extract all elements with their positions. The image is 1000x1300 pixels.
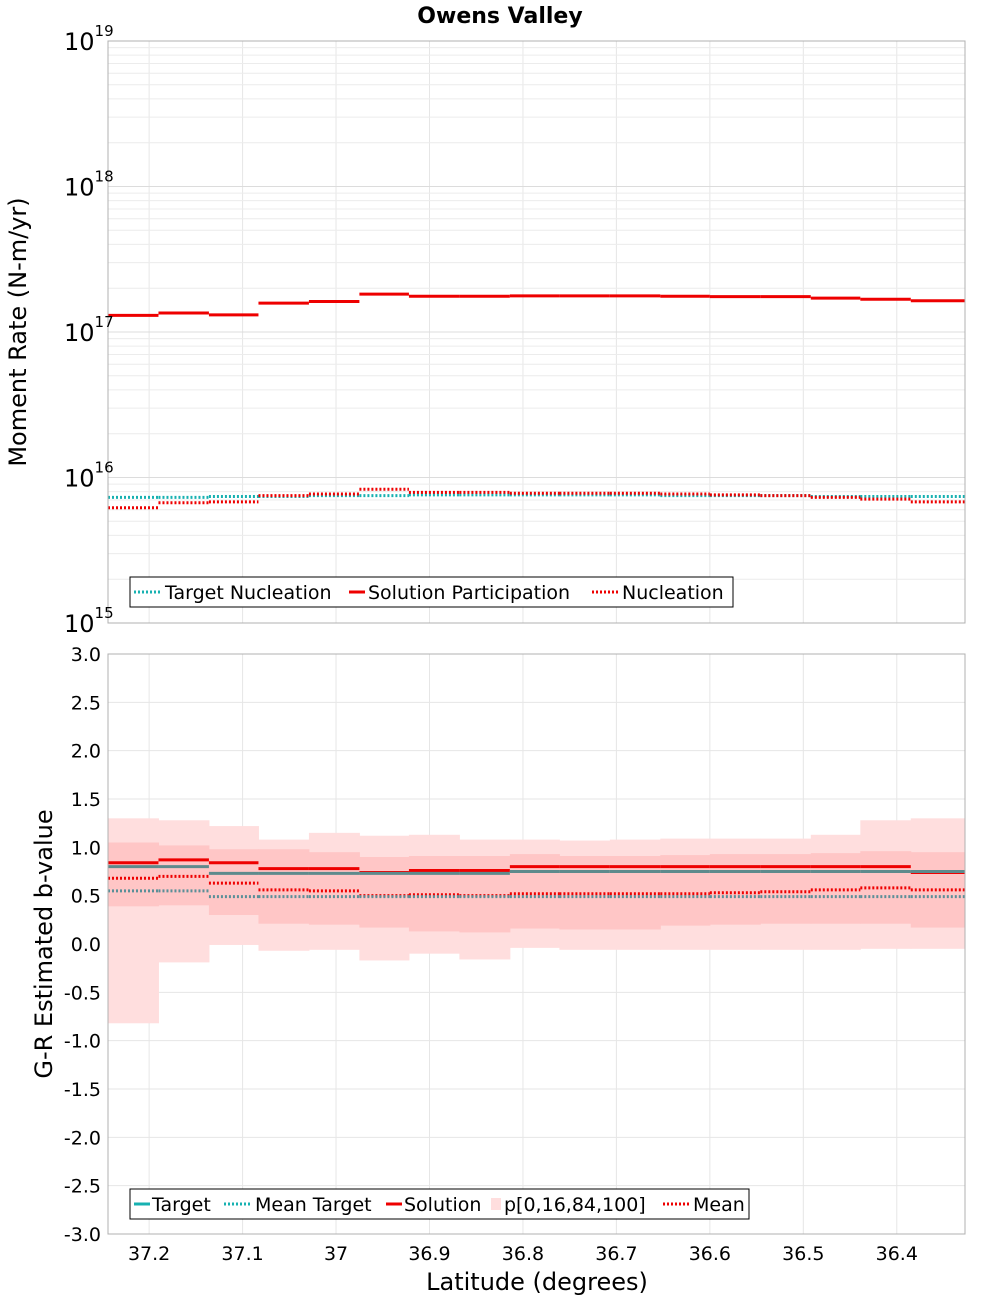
band-inner-segment [709,854,761,925]
x-tick-label: 37 [324,1243,348,1265]
y-tick-label: 0.5 [71,886,101,908]
legend: Target Mean Target Solution p[0,16,84,100] M… [129,1188,750,1220]
x-tick-label: 37.1 [221,1243,263,1265]
legend-label: Mean Target [255,1194,372,1216]
plot-frame [107,653,966,1235]
y-tick-label: 0.0 [71,934,101,956]
x-tick-label: 36.7 [595,1243,637,1265]
y-tick-label: -2.5 [64,1176,101,1198]
y-tick-label: 1017 [64,313,114,347]
x-tick-label: 36.8 [502,1243,544,1265]
band-inner-segment [108,842,159,907]
moment-rate-chart: 1015 1016 1017 1018 1019 Owens Valley Moment R… [4,4,966,638]
y-tick-label: -1.0 [64,1031,101,1053]
y-axis-label: Moment Rate (N-m/yr) [4,197,32,466]
band-inner-segment [308,852,360,925]
band-inner-segment [760,854,812,924]
legend-label: Target Nucleation [164,582,332,604]
y-tick-label: 1018 [64,168,114,202]
legend-swatch [491,1198,501,1210]
legend-label: p[0,16,84,100] [504,1194,646,1216]
x-axis-label: Latitude (degrees) [426,1268,648,1296]
legend-label: Mean [693,1194,745,1216]
legend-label: Nucleation [622,582,724,604]
b-value-chart: 3.0 2.5 2.0 1.5 1.0 0.5 0.0 -0.5 -1.0 -1.5 -2.0 -2.… [30,644,966,1296]
x-tick-label: 36.6 [689,1243,731,1265]
y-tick-label: 1.5 [71,789,101,811]
x-tick-label: 37.2 [128,1243,170,1265]
y-tick-label: -2.0 [64,1127,101,1149]
y-tick-label: 2.5 [71,692,101,714]
x-tick-label: 36.9 [408,1243,450,1265]
y-tick-label: -0.5 [64,982,101,1004]
y-axis-label: G-R Estimated b-value [30,809,58,1078]
band-inner-segment [258,849,310,924]
plot-frame [107,40,966,624]
y-tick-label: 1016 [64,459,114,493]
y-tick-label: -3.0 [64,1224,101,1246]
y-tick-label: 1015 [64,604,114,638]
x-tick-label: 36.4 [876,1243,918,1265]
legend-box [129,576,734,608]
y-tick-label: 1019 [64,22,114,56]
y-tick-label: 2.0 [71,741,101,763]
legend-label: Target [151,1194,211,1216]
legend: Target Nucleation Solution Participation N… [129,576,734,608]
band-inner-segment [359,857,410,928]
legend-label: Solution [404,1194,481,1216]
legend-label: Solution Participation [368,582,570,604]
x-tick-label: 36.5 [782,1243,824,1265]
y-tick-label: 1.0 [71,837,101,859]
chart-title: Owens Valley [417,4,582,29]
y-tick-label: 3.0 [71,644,101,666]
y-tick-label: -1.5 [64,1079,101,1101]
